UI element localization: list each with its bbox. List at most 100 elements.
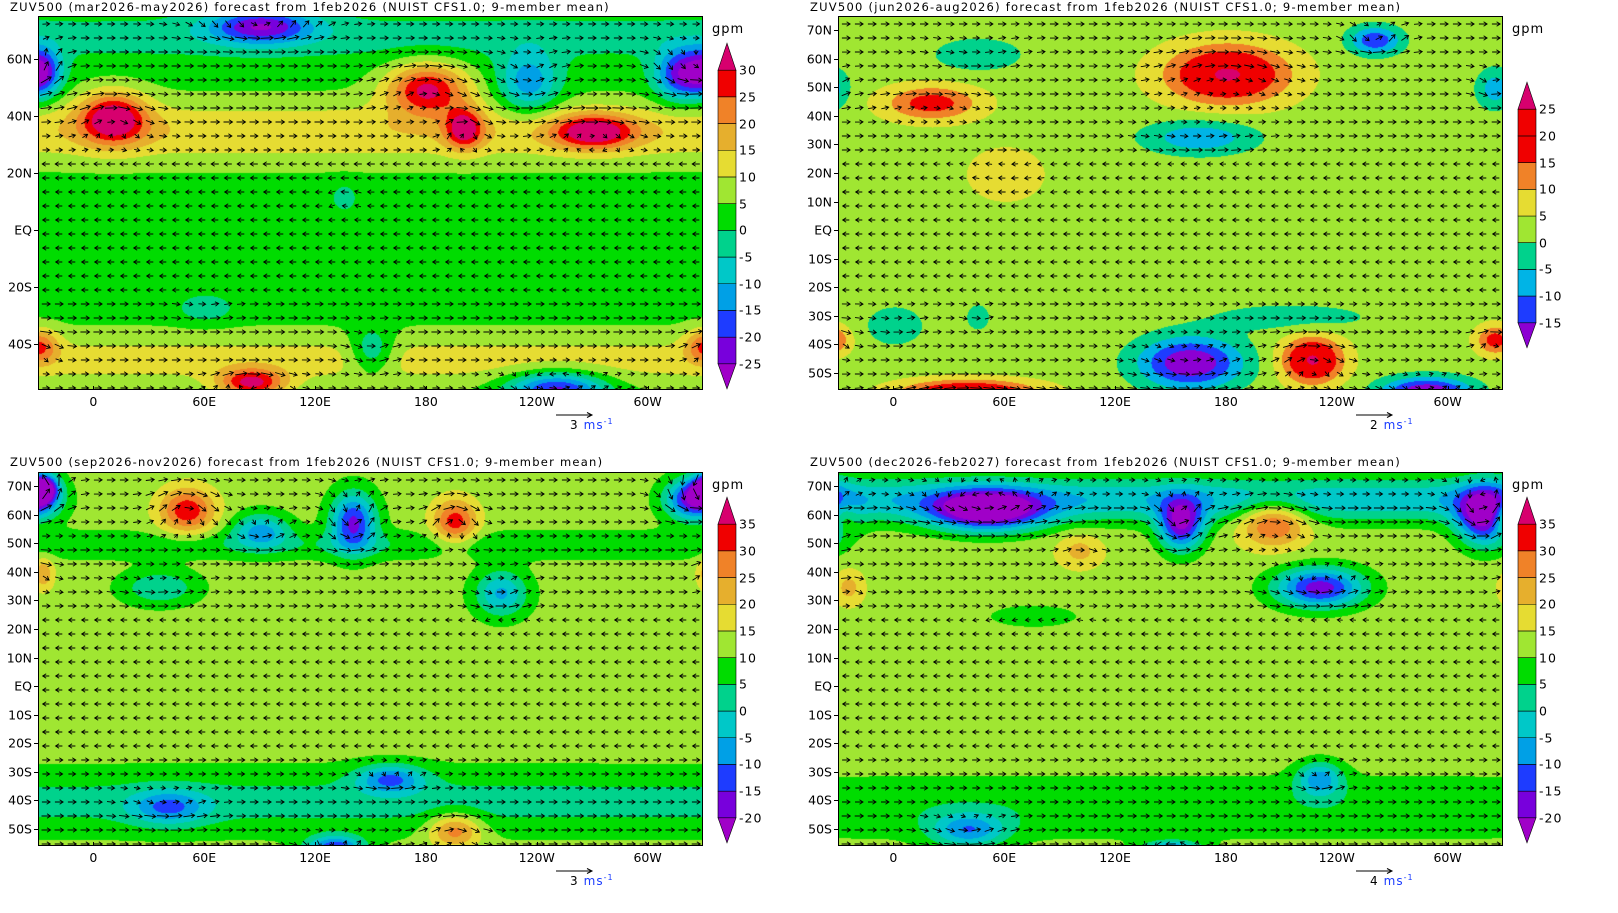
lat-tick-label: 20S xyxy=(8,279,32,295)
colorbar-unit: gpm xyxy=(712,478,745,493)
colorbar-bottom-triangle xyxy=(717,363,737,390)
lat-tick-mark xyxy=(34,287,38,289)
colorbar-label: -5 xyxy=(1539,730,1554,746)
lat-tick-label: 40S xyxy=(808,336,832,352)
reference-unit-base: ms xyxy=(583,418,604,432)
lat-tick-label: 40S xyxy=(808,792,832,808)
lon-tick-mark xyxy=(1447,386,1449,390)
wind-vectors xyxy=(40,473,702,845)
colorbar-label: 30 xyxy=(739,543,757,559)
lon-tick-mark xyxy=(1225,386,1227,390)
reference-unit-exponent: -1 xyxy=(603,873,614,882)
height-anomaly-field xyxy=(839,473,1502,845)
lon-tick-mark xyxy=(536,842,538,846)
lat-tick-label: 70N xyxy=(806,22,832,38)
panel-title: ZUV500 (mar2026-may2026) forecast from 1… xyxy=(10,0,610,14)
colorbar-unit: gpm xyxy=(1512,22,1545,37)
lat-tick-mark xyxy=(834,714,838,716)
lat-tick-label: 20S xyxy=(8,735,32,751)
lat-tick-label: 20N xyxy=(806,165,832,181)
lat-tick-mark xyxy=(834,173,838,175)
colorbar-top-triangle xyxy=(717,42,737,71)
colorbar-label: 30 xyxy=(739,62,757,78)
lon-tick-mark xyxy=(647,842,649,846)
lat-tick-mark xyxy=(834,514,838,516)
lat-tick-label: 40N xyxy=(6,108,32,124)
colorbar-segment xyxy=(1517,523,1537,552)
lat-tick-mark xyxy=(834,828,838,830)
reference-unit-exponent: -1 xyxy=(603,417,614,426)
lat-tick-label: 20N xyxy=(6,621,32,637)
panel-title: ZUV500 (sep2026-nov2026) forecast from 1… xyxy=(10,455,604,469)
reference-value: 3 xyxy=(570,874,578,888)
colorbar-label: 10 xyxy=(739,169,757,185)
colorbar-top-triangle xyxy=(717,496,737,525)
lon-tick-label: 120W xyxy=(1318,394,1355,409)
colorbar-label: 0 xyxy=(739,703,748,719)
lat-tick-mark xyxy=(834,486,838,488)
lat-tick-label: 30N xyxy=(6,592,32,608)
lat-tick-label: EQ xyxy=(14,678,32,694)
colorbar-segment xyxy=(1517,657,1537,685)
lat-tick-mark xyxy=(34,771,38,773)
wind-arrows xyxy=(40,473,702,845)
colorbar-bottom-triangle xyxy=(1517,817,1537,844)
lon-tick-mark xyxy=(1115,842,1117,846)
reference-unit: ms-1 xyxy=(583,873,614,888)
lat-tick-label: EQ xyxy=(14,222,32,238)
lat-tick-mark xyxy=(834,800,838,802)
reference-unit-base: ms xyxy=(1383,874,1404,888)
lon-tick-label: 60E xyxy=(192,394,217,409)
reference-unit-base: ms xyxy=(583,874,604,888)
lon-tick-label: 60W xyxy=(1433,394,1462,409)
reference-unit: ms-1 xyxy=(583,417,614,432)
reference-label: 2 ms-1 xyxy=(1370,417,1414,432)
lat-tick-mark xyxy=(834,600,838,602)
lat-tick-mark xyxy=(834,372,838,374)
lon-tick-label: 180 xyxy=(413,394,438,409)
colorbar-label: 15 xyxy=(739,142,757,158)
lat-tick-label: 10S xyxy=(8,707,32,723)
colorbar-label: -5 xyxy=(739,249,754,265)
height-anomaly-field xyxy=(839,17,1502,389)
reference-arrow-icon xyxy=(556,868,594,874)
lat-tick-mark xyxy=(34,828,38,830)
lat-tick-label: 50N xyxy=(806,79,832,95)
reference-arrow-icon xyxy=(1356,412,1394,418)
lon-tick-mark xyxy=(1336,386,1338,390)
lat-tick-mark xyxy=(834,258,838,260)
lat-tick-mark xyxy=(834,144,838,146)
lat-tick-mark xyxy=(834,629,838,631)
reference-arrow-icon xyxy=(556,412,594,418)
lat-tick-label: 40S xyxy=(8,792,32,808)
lat-tick-label: 20S xyxy=(808,279,832,295)
colorbar-label: -10 xyxy=(739,756,763,772)
colorbar-label: 5 xyxy=(1539,676,1548,692)
lat-tick-mark xyxy=(34,58,38,60)
lat-tick-mark xyxy=(834,657,838,659)
vector-reference: 2 ms-1 xyxy=(1355,411,1414,432)
colorbar-segment xyxy=(1517,737,1537,765)
colorbar-label: 0 xyxy=(1539,703,1548,719)
lat-tick-mark xyxy=(34,514,38,516)
lat-tick-label: EQ xyxy=(814,222,832,238)
reference-arrow-icon xyxy=(1356,868,1394,874)
reference-label: 3 ms-1 xyxy=(570,417,614,432)
lat-tick-mark xyxy=(834,771,838,773)
lon-tick-label: 180 xyxy=(1213,394,1238,409)
lon-tick-label: 60W xyxy=(1433,850,1462,865)
reference-value: 4 xyxy=(1370,874,1378,888)
lat-tick-label: 50N xyxy=(806,535,832,551)
colorbar-label: 5 xyxy=(739,676,748,692)
colorbar-label: 35 xyxy=(1539,516,1557,532)
reference-label: 3 ms-1 xyxy=(570,873,614,888)
reference-unit-base: ms xyxy=(1383,418,1404,432)
colorbar-label: 15 xyxy=(1539,623,1557,639)
reference-value: 3 xyxy=(570,418,578,432)
lat-tick-label: 50S xyxy=(808,365,832,381)
colorbar-label: -10 xyxy=(1539,288,1563,304)
reference-unit-exponent: -1 xyxy=(1403,417,1414,426)
